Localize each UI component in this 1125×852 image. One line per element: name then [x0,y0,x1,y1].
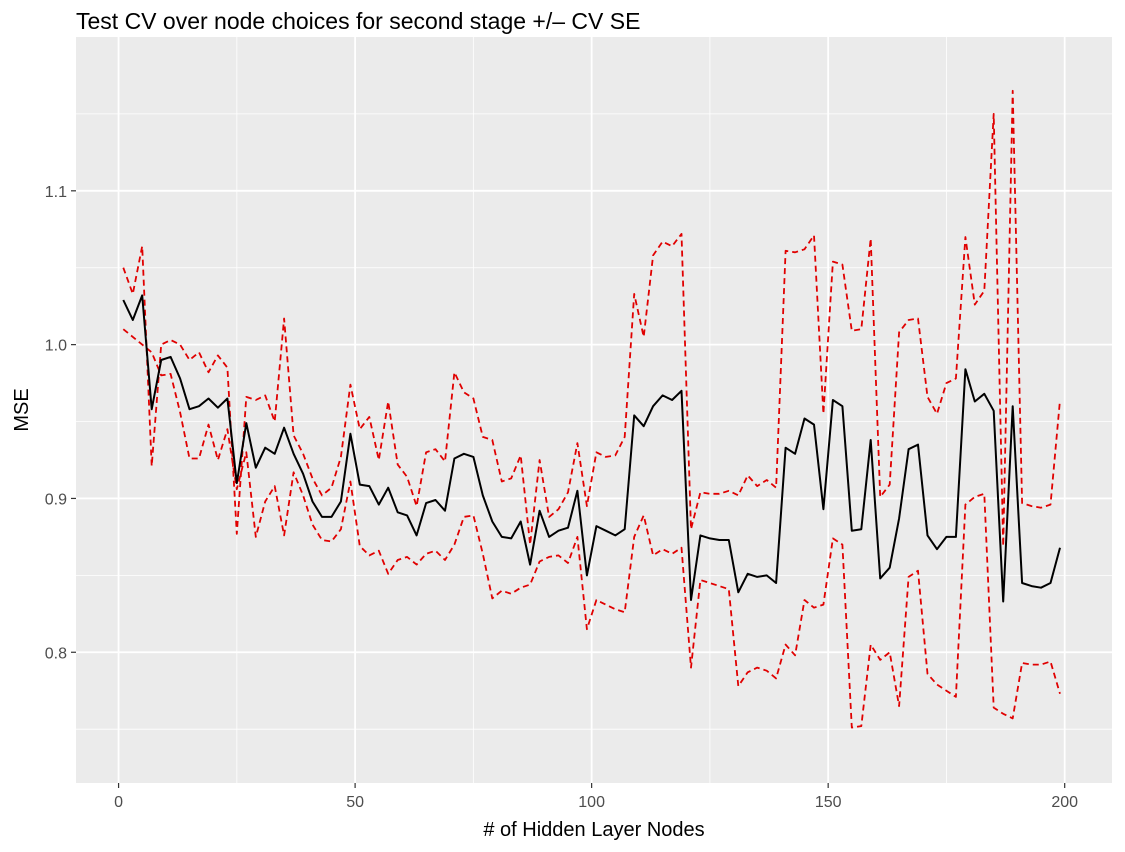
y-tick-label: 1.0 [45,338,67,355]
x-tick-label: 50 [346,794,364,811]
series-line-lower-se [122,328,1061,729]
major-gridlines [76,37,1112,783]
series-line-mean [122,294,1061,603]
x-tick-label: 150 [815,794,842,811]
minor-gridlines [76,37,1112,783]
y-tick-label: 1.1 [45,184,67,201]
x-axis-title: # of Hidden Layer Nodes [483,819,704,841]
y-tick-label: 0.9 [45,491,67,508]
series-line-upper-se [122,89,1061,547]
x-axis: 0 50 100 150 200 [114,783,1078,811]
chart-title: Test CV over node choices for second sta… [76,8,641,34]
y-axis-title: MSE [11,388,33,431]
x-tick-label: 0 [114,794,123,811]
y-axis: 0.8 0.9 1.0 1.1 [45,184,76,662]
y-tick-label: 0.8 [45,645,67,662]
x-tick-label: 100 [578,794,605,811]
plot-panel [76,37,1112,783]
series-layer [122,89,1061,729]
x-tick-label: 200 [1051,794,1078,811]
